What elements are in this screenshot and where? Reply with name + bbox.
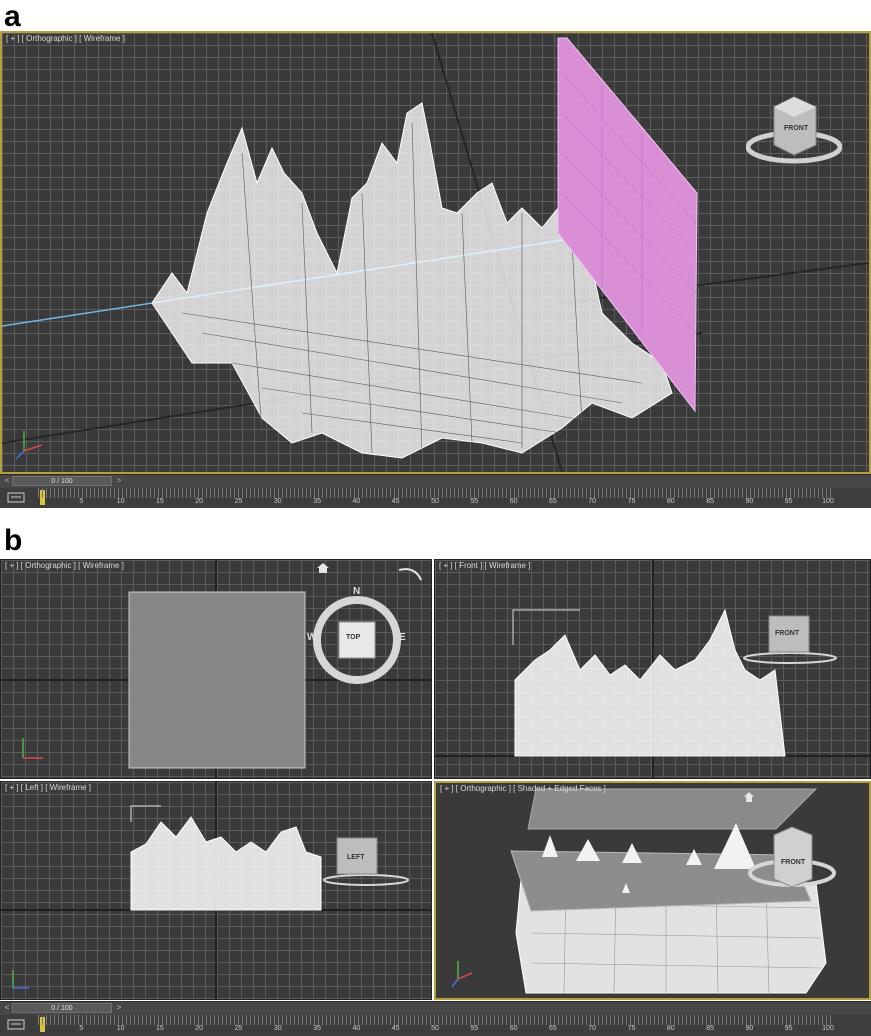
frame-tick-label: 20 [195,1025,204,1032]
axis-tripod-icon [15,431,43,460]
terrain-profile [130,816,322,911]
axis-tripod-icon [451,961,473,988]
shaded-scene [451,788,836,994]
panel-b-label: b [4,524,23,557]
viewport-label[interactable]: [ + ] [ Orthographic ] [ Shaded + Edged … [440,784,606,793]
viewcube-ring-icon [745,96,843,164]
time-slider-a[interactable]: < 0 / 100 > [0,474,871,488]
next-frame-button[interactable]: > [116,1003,122,1012]
time-slider-thumb[interactable]: 0 / 100 [12,1003,112,1013]
frame-tick-label: 60 [509,1025,518,1032]
top-scene [1,560,431,778]
perspective-viewport-a[interactable]: [ + ] [ Orthographic ] [ Wireframe ] [0,31,871,474]
frame-tick-label: 10 [116,498,125,505]
frame-tick-label: 35 [313,498,321,505]
compass-east[interactable]: E [399,632,406,643]
frame-tick-label: 15 [155,498,164,505]
terrain-footprint [128,591,306,769]
compass-west[interactable]: W [307,632,317,643]
frame-tick-label: 50 [431,1025,439,1032]
frame-tick-label: 30 [273,498,282,505]
orbit-icon [398,568,422,581]
left-scene [1,782,431,999]
home-icon [744,792,754,802]
frame-tick-label: 85 [706,498,714,505]
time-slider-thumb[interactable]: 0 / 100 [12,476,112,486]
prev-frame-button[interactable]: < [4,1003,10,1012]
frame-tick-label: 60 [509,498,518,505]
frame-tick-label: 30 [273,1025,282,1032]
frame-tick-label: 35 [313,1025,321,1032]
frame-tick-label: 75 [627,498,636,505]
mini-curve-editor-icon[interactable] [6,1018,26,1031]
frame-tick-label: 85 [706,1025,714,1032]
prev-frame-button[interactable]: < [4,476,10,485]
viewcube[interactable]: FRONT [745,85,843,165]
frame-tick-label: 100 [822,498,834,505]
axis-tripod-icon [22,738,43,759]
mini-curve-editor-icon[interactable] [6,491,26,504]
frame-tick-label: 95 [784,498,793,505]
viewcube-face-label[interactable]: LEFT [347,854,365,861]
perspective-viewport-b[interactable]: [ + ] [ Orthographic ] [ Shaded + Edged … [434,781,871,1000]
track-bar-b[interactable]: 5 10 15 20 25 30 35 40 45 50 55 60 65 70 75 80 85 90 95 100 [0,1015,871,1036]
next-frame-button[interactable]: > [116,476,122,485]
frame-tick-label: 75 [627,1025,636,1032]
compass-south[interactable]: S [353,676,360,687]
frame-tick-label: 5 [79,1025,84,1032]
frame-tick-label: 50 [431,498,439,505]
frame-tick-label: 90 [745,498,754,505]
frame-tick-label: 15 [155,1025,164,1032]
viewcube-face-label[interactable]: TOP [346,634,361,641]
axis-tripod-icon [12,970,29,989]
frame-tick-label: 40 [352,498,361,505]
frame-tick-label: 80 [666,498,675,505]
frame-tick-label: 100 [822,1025,834,1032]
front-viewport[interactable]: [ + ] [ Front ] [ Wireframe ] FRONT [434,559,871,779]
frame-tick-label: 70 [588,1025,597,1032]
frame-tick-label: 65 [548,1025,557,1032]
top-viewport[interactable]: [ + ] [ Orthographic ] [ Wireframe ] TOP… [0,559,432,779]
frame-ticks [38,488,831,498]
viewport-label[interactable]: [ + ] [ Front ] [ Wireframe ] [439,561,531,570]
terrain-wireframe [151,102,673,459]
frame-tick-label: 5 [79,498,84,505]
frame-tick-label: 25 [234,498,243,505]
frame-tick-label: 10 [116,1025,125,1032]
panel-a-label: a [4,0,21,33]
frame-tick-label: 40 [352,1025,361,1032]
frame-tick-label: 90 [745,1025,754,1032]
track-bar-a[interactable]: 5 10 15 20 25 30 35 40 45 50 55 60 65 70 75 80 85 90 95 100 [0,488,871,508]
frame-tick-label: 45 [391,498,400,505]
frame-tick-label: 65 [548,498,557,505]
viewport-label[interactable]: [ + ] [ Orthographic ] [ Wireframe ] [5,561,124,570]
frame-tick-label: 45 [391,1025,400,1032]
viewport-label[interactable]: [ + ] [ Orthographic ] [ Wireframe ] [6,34,125,43]
viewcube-face-label[interactable]: FRONT [781,859,806,866]
viewcube-face-label[interactable]: FRONT [775,630,800,637]
frame-tick-label: 70 [588,498,597,505]
frame-tick-label: 55 [470,498,479,505]
front-scene [435,560,870,778]
time-slider-b[interactable]: < 0 / 100 > [0,1001,871,1015]
terrain-profile [514,608,786,757]
frame-ticks [38,1015,831,1025]
viewport-label[interactable]: [ + ] [ Left ] [ Wireframe ] [5,783,92,792]
frame-tick-label: 55 [470,1025,479,1032]
upper-plane [527,788,818,830]
home-icon [317,563,329,573]
frame-tick-label: 80 [666,1025,675,1032]
left-viewport[interactable]: [ + ] [ Left ] [ Wireframe ] LEFT [0,781,432,1000]
frame-tick-label: 95 [784,1025,793,1032]
wireframe-scene [2,33,869,472]
section-plane [557,37,698,413]
compass-ring-icon [313,596,401,684]
frame-tick-label: 25 [234,1025,243,1032]
viewcube-face-label[interactable]: FRONT [784,125,809,132]
frame-tick-label: 20 [195,498,204,505]
compass-north[interactable]: N [353,586,361,597]
